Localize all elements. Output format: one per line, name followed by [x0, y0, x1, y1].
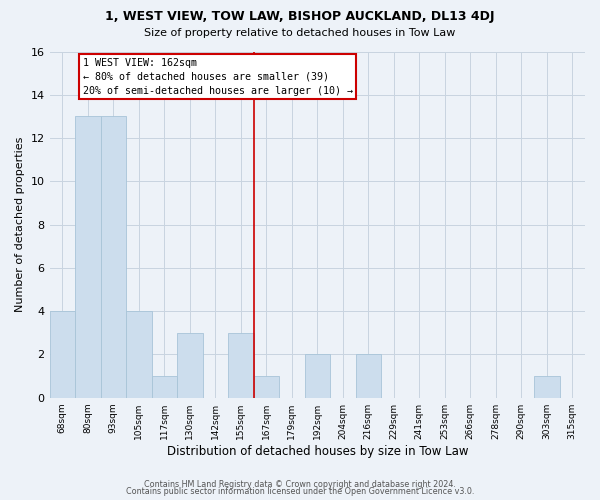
- Y-axis label: Number of detached properties: Number of detached properties: [15, 137, 25, 312]
- Text: Contains HM Land Registry data © Crown copyright and database right 2024.: Contains HM Land Registry data © Crown c…: [144, 480, 456, 489]
- Bar: [50, 311, 75, 398]
- Bar: [126, 311, 152, 398]
- Bar: [305, 354, 330, 398]
- Bar: [254, 376, 279, 398]
- Bar: [356, 354, 381, 398]
- Text: 1 WEST VIEW: 162sqm
← 80% of detached houses are smaller (39)
20% of semi-detach: 1 WEST VIEW: 162sqm ← 80% of detached ho…: [83, 58, 353, 96]
- Bar: [177, 333, 203, 398]
- Bar: [75, 116, 101, 398]
- Text: Contains public sector information licensed under the Open Government Licence v3: Contains public sector information licen…: [126, 488, 474, 496]
- Bar: [152, 376, 177, 398]
- Text: 1, WEST VIEW, TOW LAW, BISHOP AUCKLAND, DL13 4DJ: 1, WEST VIEW, TOW LAW, BISHOP AUCKLAND, …: [105, 10, 495, 23]
- Bar: [228, 333, 254, 398]
- X-axis label: Distribution of detached houses by size in Tow Law: Distribution of detached houses by size …: [167, 444, 468, 458]
- Text: Size of property relative to detached houses in Tow Law: Size of property relative to detached ho…: [145, 28, 455, 38]
- Bar: [101, 116, 126, 398]
- Bar: [534, 376, 560, 398]
